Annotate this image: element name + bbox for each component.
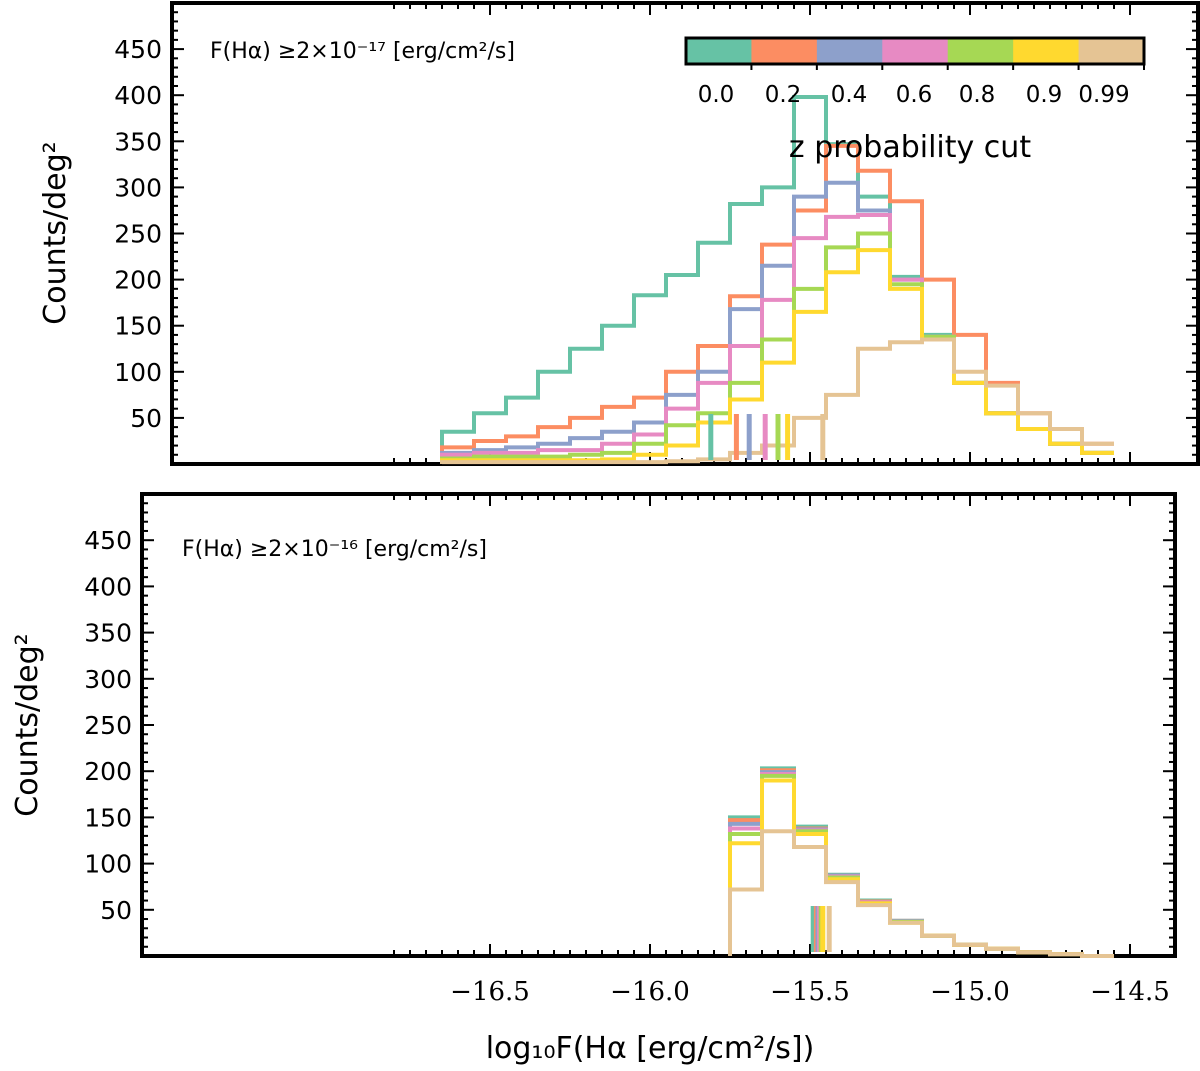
- y-tick-label: 200: [84, 757, 132, 786]
- bottom-panel-title: F(Hα) ≥2×10⁻¹⁶ [erg/cm²/s]: [182, 537, 487, 562]
- y-tick-label: 450: [84, 526, 132, 555]
- series-step-0.9: [440, 248, 1114, 464]
- series-step-0.99: [440, 337, 1114, 465]
- colorbar-title: z probability cut: [789, 130, 1031, 165]
- colorbar-segment-0.0: [686, 38, 752, 64]
- x-tick-label: −16.5: [450, 977, 530, 1007]
- y-tick-label: 150: [84, 803, 132, 832]
- y-tick-label: 400: [84, 572, 132, 601]
- colorbar-segment-0.8: [947, 38, 1014, 64]
- colorbar-label: 0.0: [698, 82, 735, 108]
- colorbar-label: 0.6: [896, 82, 933, 108]
- y-tick-label: 200: [114, 266, 162, 295]
- bottom-y-tick-labels: 50 100 150 200 250 300 350 400 450: [84, 526, 132, 925]
- top-panel-title: F(Hα) ≥2×10⁻¹⁷ [erg/cm²/s]: [210, 39, 515, 64]
- y-tick-label: 250: [114, 220, 162, 249]
- y-tick-label: 250: [84, 711, 132, 740]
- colorbar-segment-0.2: [751, 38, 818, 64]
- y-tick-label: 100: [114, 358, 162, 387]
- bottom-x-tick-labels: −16.5 −16.0 −15.5 −15.0 −14.5: [450, 977, 1170, 1007]
- colorbar-label: 0.99: [1078, 82, 1129, 108]
- y-tick-label: 350: [84, 619, 132, 648]
- bottom-series-group: [728, 766, 1114, 958]
- y-tick-label: 300: [84, 665, 132, 694]
- colorbar-segment-0.99: [1078, 38, 1145, 64]
- bottom-minor-ticks: [142, 494, 1175, 956]
- y-tick-label: 50: [130, 404, 162, 433]
- y-tick-label: 150: [114, 312, 162, 341]
- colorbar-label: 0.8: [959, 82, 996, 108]
- top-panel: 50 100 150 200 250 300 350 400 450 F(Hα) ≥2×10⁻¹…: [38, 1, 1200, 466]
- top-y-tick-labels: 50 100 150 200 250 300 350 400 450: [114, 35, 162, 433]
- x-tick-label: −16.0: [610, 977, 690, 1007]
- colorbar-label: 0.9: [1026, 82, 1063, 108]
- colorbar-outline: [684, 36, 1146, 66]
- x-tick-label: −15.5: [770, 977, 850, 1007]
- bottom-plot-frame: [140, 492, 1177, 958]
- y-tick-label: 450: [114, 35, 162, 64]
- colorbar-segment-0.4: [816, 38, 883, 64]
- colorbar-label: 0.2: [765, 82, 802, 108]
- series-step-0.99: [728, 829, 1114, 958]
- x-tick-label: −15.0: [930, 977, 1010, 1007]
- y-tick-label: 50: [100, 896, 132, 925]
- x-axis-label: log₁₀F(Hα [erg/cm²/s]): [486, 1031, 815, 1066]
- bottom-median-markers: [810, 906, 832, 952]
- y-tick-label: 300: [114, 173, 162, 202]
- y-tick-label: 350: [114, 127, 162, 156]
- x-tick-label: −14.5: [1090, 977, 1170, 1007]
- top-y-axis-label: Counts/deg²: [38, 141, 73, 324]
- top-median-markers: [708, 414, 826, 460]
- bottom-y-axis-label: Counts/deg²: [10, 633, 45, 816]
- colorbar-label: 0.4: [831, 82, 868, 108]
- colorbar-segment-0.6: [882, 38, 949, 64]
- top-plot-frame: [170, 1, 1200, 466]
- z-probability-colorbar: 0.0 0.2 0.4 0.6 0.8 0.9 0.99: [684, 36, 1146, 108]
- y-tick-label: 400: [114, 81, 162, 110]
- bottom-panel: 50 100 150 200 250 300 350 400 450 −16.5 −16.0 −15…: [10, 492, 1177, 1066]
- y-tick-label: 100: [84, 850, 132, 879]
- colorbar-segment-0.9: [1013, 38, 1080, 64]
- top-series-group: [440, 95, 1114, 465]
